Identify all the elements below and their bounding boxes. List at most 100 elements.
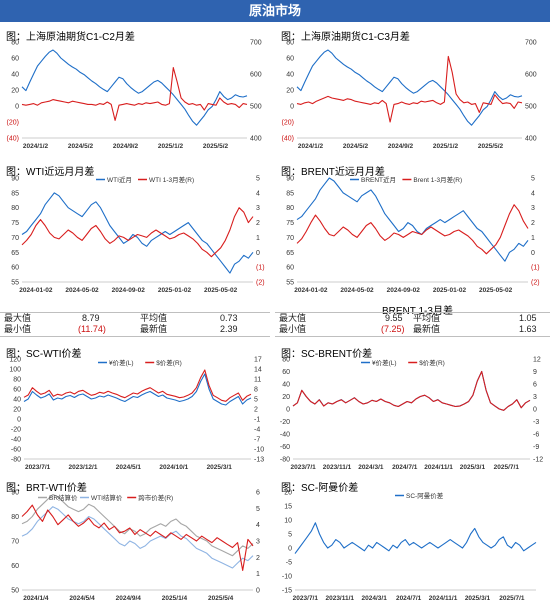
chart-title: 图：SC-WTI价差	[6, 349, 82, 360]
y-tick-label: (1)	[531, 265, 540, 272]
x-tick-label: 2024/5/2	[68, 143, 94, 150]
x-tick-label: 2023/11/1	[323, 464, 352, 471]
legend-label: $价差(R)	[156, 358, 182, 367]
y-tick-label: 6	[256, 490, 260, 497]
x-tick-label: 2024/5/1	[116, 464, 142, 471]
chart-brent-spread: 55 60 65 70 75 80 85 90 (2) (1) 0 1 2 3 4 5 2024-01-02 20…	[286, 175, 540, 294]
y-tick-label: 80	[286, 40, 294, 47]
y-tick-label: 400	[250, 136, 262, 143]
x-tick-label: 2025-05-02	[204, 287, 238, 294]
stats-wti: 最大值 8.79 平均值 0.73 最小值 (11.74) 最新值 2.39	[0, 313, 270, 337]
stat-value: 9.55	[385, 313, 403, 323]
y-tick-label: -12	[533, 457, 543, 464]
y-tick-label: 4	[256, 522, 260, 529]
y-tick-label: 20	[286, 88, 294, 95]
y-tick-label: -6	[533, 432, 539, 439]
stats-brent: 最大值 9.55 平均值 1.05 最小值 (7.25) 最新值 1.63	[275, 313, 550, 337]
y-tick-label: 75	[286, 220, 294, 227]
chart-title: 图：SC-阿曼价差	[281, 483, 359, 494]
series-line	[21, 207, 254, 258]
y-tick-label: 2	[531, 220, 535, 227]
y-tick-label: 17	[254, 357, 262, 364]
legend-label: Brent 1-3月差(R)	[413, 175, 462, 184]
y-tick-label: 0	[17, 417, 21, 424]
x-tick-label: 2024-05-02	[340, 287, 374, 294]
x-tick-label: 2025/1/2	[433, 143, 459, 150]
y-tick-label: 70	[11, 539, 19, 546]
x-tick-label: 2024-01-02	[294, 287, 328, 294]
y-tick-label: 65	[11, 250, 19, 257]
legend-label: BRENT近月	[361, 175, 396, 184]
y-tick-label: 75	[11, 220, 19, 227]
y-tick-label: (2)	[531, 280, 540, 287]
y-tick-label: (2)	[256, 280, 265, 287]
stat-label: 最小值	[4, 324, 32, 334]
y-tick-label: 40	[11, 72, 19, 79]
y-tick-label: -40	[280, 432, 290, 439]
y-tick-label: 5	[256, 176, 260, 183]
stat-label: 最小值	[279, 324, 307, 334]
y-tick-label: -40	[11, 437, 21, 444]
y-tick-label: 90	[11, 176, 19, 183]
divider	[275, 312, 550, 313]
y-tick-label: 0	[290, 104, 294, 111]
y-tick-label: 20	[11, 88, 19, 95]
y-tick-label: -13	[254, 457, 264, 464]
y-tick-label: (40)	[282, 136, 294, 143]
x-tick-label: 2025-05-02	[479, 287, 513, 294]
chart-title: 图：SC-BRENT价差	[281, 349, 373, 360]
y-tick-label: 1	[531, 235, 535, 242]
y-tick-label: -10	[254, 447, 264, 454]
series-line	[292, 370, 531, 411]
stat-label: 最新值	[413, 324, 441, 334]
series-line	[21, 192, 254, 274]
stat-value: 0.73	[220, 313, 238, 323]
legend-label: ¥价差(L)	[372, 358, 397, 367]
x-tick-label: 2025/1/2	[158, 143, 184, 150]
y-tick-label: 80	[11, 40, 19, 47]
y-tick-label: -9	[533, 444, 539, 451]
y-tick-label: 6	[533, 382, 537, 389]
chart-sc-brent: -80 -60 -40 -20 0 20 40 60 80 -12 -9 -6 -3 0 3 6 9 12 2023…	[280, 357, 543, 472]
stat-label: 最大值	[279, 313, 307, 323]
y-tick-label: 90	[11, 490, 19, 497]
chart-title: 图：BRT-WTI价差	[6, 483, 87, 494]
x-tick-label: 2024/9/2	[388, 143, 414, 150]
y-tick-label: 60	[11, 265, 19, 272]
y-tick-label: 90	[286, 176, 294, 183]
legend-label: 跨市价差(R)	[138, 493, 173, 502]
y-tick-label: -4	[254, 427, 260, 434]
y-tick-label: 700	[250, 40, 262, 47]
legend-label: WTI近月	[107, 175, 132, 184]
x-tick-label: 2023/11/1	[325, 595, 354, 602]
y-tick-label: 10	[284, 518, 292, 525]
y-tick-label: 65	[286, 250, 294, 257]
x-tick-label: 2024/1/2	[23, 143, 49, 150]
x-tick-label: 2025/5/2	[478, 143, 504, 150]
y-tick-label: 9	[533, 369, 537, 376]
divider	[275, 336, 550, 337]
y-tick-label: 5	[256, 506, 260, 513]
y-tick-label: 400	[525, 136, 537, 143]
legend-label: SC-阿曼价差	[406, 491, 444, 500]
stat-value: 8.79	[82, 313, 100, 323]
x-tick-label: 2025/7/1	[499, 595, 525, 602]
x-tick-label: 2024/11/1	[429, 595, 458, 602]
y-tick-label: 60	[13, 387, 21, 394]
y-tick-label: 5	[531, 176, 535, 183]
stat-value: 1.63	[519, 324, 537, 334]
stat-label: 最新值	[140, 324, 168, 334]
chart-title: 图：上海原油期货C1-C2月差	[6, 32, 135, 43]
chart-sc-wti: -80 -60 -40 -20 0 20 40 60 80 100 120 -13 -10 -7 -4 -1 2…	[9, 357, 264, 472]
y-tick-label: 2	[254, 407, 258, 414]
y-tick-label: 80	[11, 205, 19, 212]
y-tick-label: (20)	[7, 120, 19, 127]
series-line	[296, 204, 529, 255]
y-tick-label: 5	[254, 397, 258, 404]
series-line	[21, 67, 248, 121]
y-tick-label: 80	[11, 514, 19, 521]
y-tick-label: (20)	[282, 120, 294, 127]
y-tick-label: -3	[533, 419, 539, 426]
y-tick-label: (40)	[7, 136, 19, 143]
x-tick-label: 2024/11/1	[424, 464, 453, 471]
